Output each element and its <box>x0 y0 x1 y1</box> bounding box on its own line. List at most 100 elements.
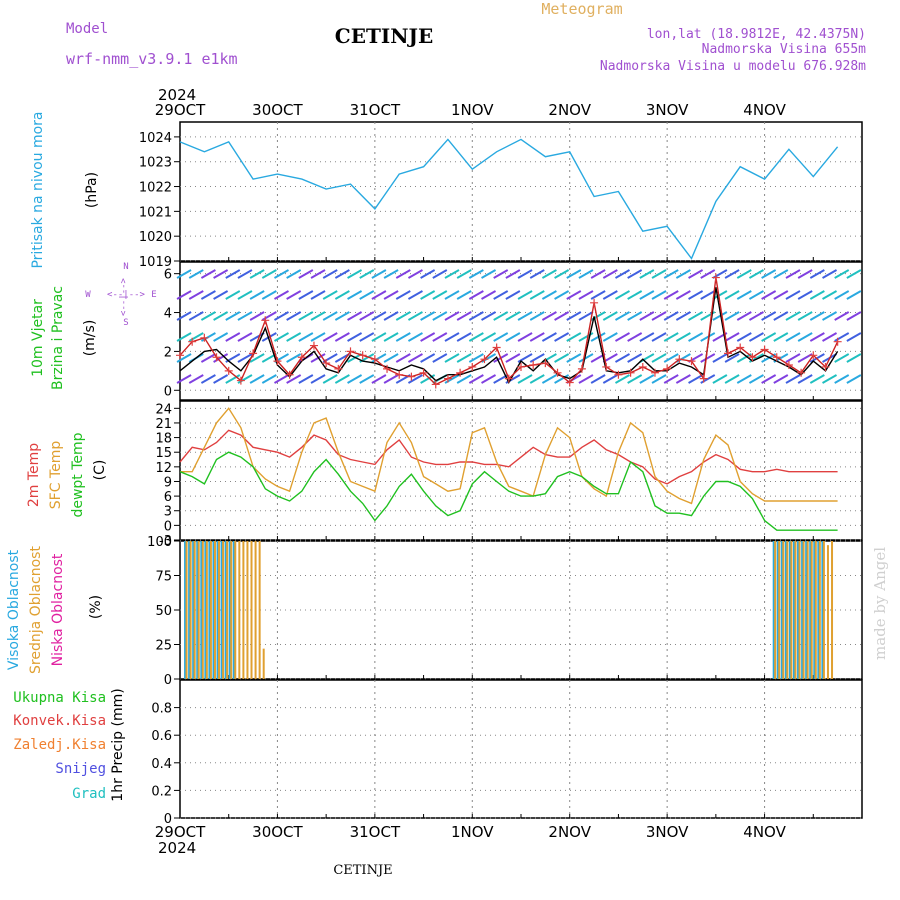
cloud-bar <box>831 541 834 679</box>
gust-marker <box>383 364 392 373</box>
wind-barb <box>322 374 338 384</box>
cloud-ytick-label: 25 <box>155 639 172 654</box>
wind-barb <box>383 353 399 363</box>
wind-barb <box>748 374 764 384</box>
wind-barb <box>566 290 582 300</box>
wind-barb <box>639 332 655 342</box>
wind-barb <box>481 332 497 342</box>
wind-barb <box>822 290 838 300</box>
day-label-bottom: 30OCT <box>252 823 303 841</box>
day-label-top: 30OCT <box>252 101 303 119</box>
wind-barb <box>420 269 436 279</box>
wind-barb <box>395 353 411 363</box>
wind-barb <box>286 311 302 321</box>
cloud-bar <box>208 541 211 679</box>
wind-barb <box>688 290 704 300</box>
wind-barb <box>359 332 375 342</box>
model-elevation-text: Nadmorska Visina u modelu 676.928m <box>600 59 866 74</box>
wind-barb <box>444 311 460 321</box>
gust-marker <box>370 355 379 364</box>
cloud-bar <box>250 541 253 679</box>
temp-ytick-label: 6 <box>164 490 172 505</box>
wind-barb <box>785 269 801 279</box>
wind-barb <box>444 332 460 342</box>
day-label-top: 3NOV <box>646 101 689 119</box>
wind-barb <box>554 374 570 384</box>
temp-ytick-label: 3 <box>164 505 172 520</box>
gust-marker <box>577 364 586 373</box>
cloud-bar <box>797 541 800 679</box>
wind-barb <box>188 269 204 279</box>
cloud-ytick-label: 75 <box>155 570 172 585</box>
wind-barb <box>590 269 606 279</box>
station-title: CETINJE <box>335 24 433 48</box>
wind-barb <box>651 311 667 321</box>
wind-barb <box>383 311 399 321</box>
wind-barb <box>846 269 862 279</box>
precip-ytick-label: 0.8 <box>151 702 172 717</box>
wind-barb <box>407 353 423 363</box>
wind-barb <box>809 311 825 321</box>
wind-barb <box>675 374 691 384</box>
wind-barb <box>517 353 533 363</box>
series-dewpt-temp <box>179 451 838 531</box>
cloud-bar <box>809 541 812 679</box>
gust-marker <box>309 341 318 350</box>
wind-barb <box>322 353 338 363</box>
gust-marker <box>821 362 830 371</box>
wind-barb <box>456 311 472 321</box>
wind-barb <box>614 269 630 279</box>
wind-barb <box>432 311 448 321</box>
wind-barb <box>359 374 375 384</box>
wind-barb <box>298 332 314 342</box>
gust-marker <box>273 357 282 366</box>
pressure-ytick-label: 1020 <box>139 230 172 245</box>
day-label-bottom: 31OCT <box>350 823 401 841</box>
gust-marker <box>748 353 757 362</box>
temp-label-2: SFC Temp <box>48 441 64 510</box>
wind-unit: (m/s) <box>82 320 98 357</box>
cloud-bar <box>780 541 783 679</box>
wind-barb <box>213 290 229 300</box>
gust-marker <box>529 361 538 370</box>
cloud-bar <box>185 541 188 679</box>
wind-barb <box>602 332 618 342</box>
wind-barb <box>797 374 813 384</box>
wind-barb <box>566 332 582 342</box>
wind-barb <box>237 269 253 279</box>
wind-barb <box>517 290 533 300</box>
gust-marker <box>261 316 270 325</box>
pressure-frame <box>179 121 863 262</box>
cloud-bar <box>189 541 192 679</box>
pressure-ytick-label: 1021 <box>139 205 172 220</box>
wind-barb <box>371 374 387 384</box>
precip-frame <box>179 679 863 819</box>
wind-barb <box>176 332 192 342</box>
temp-ytick-label: 9 <box>164 475 172 490</box>
wind-barb <box>541 374 557 384</box>
footer-station: CETINJE <box>333 863 392 878</box>
wind-barb <box>176 374 192 384</box>
wind-barb <box>834 332 850 342</box>
wind-barb <box>639 290 655 300</box>
wind-barb <box>675 332 691 342</box>
gust-marker <box>492 343 501 352</box>
wind-barb <box>188 290 204 300</box>
panel-cloud: 0 25 50 75 100 <box>147 535 863 688</box>
wind-barb <box>724 374 740 384</box>
cloud-bar <box>798 541 801 679</box>
wind-barb <box>541 311 557 321</box>
wind-barb <box>213 332 229 342</box>
wind-barb <box>420 353 436 363</box>
wind-barb <box>407 374 423 384</box>
wind-barb <box>237 311 253 321</box>
wind-barb <box>322 332 338 342</box>
wind-barb <box>237 290 253 300</box>
cloud-bar <box>201 541 204 679</box>
cloud-label-2: Srednja Oblacnost <box>28 546 44 674</box>
wind-barb <box>761 269 777 279</box>
wind-barb <box>712 311 728 321</box>
wind-barb <box>481 290 497 300</box>
cloud-bar <box>778 541 781 679</box>
wind-barb <box>602 374 618 384</box>
